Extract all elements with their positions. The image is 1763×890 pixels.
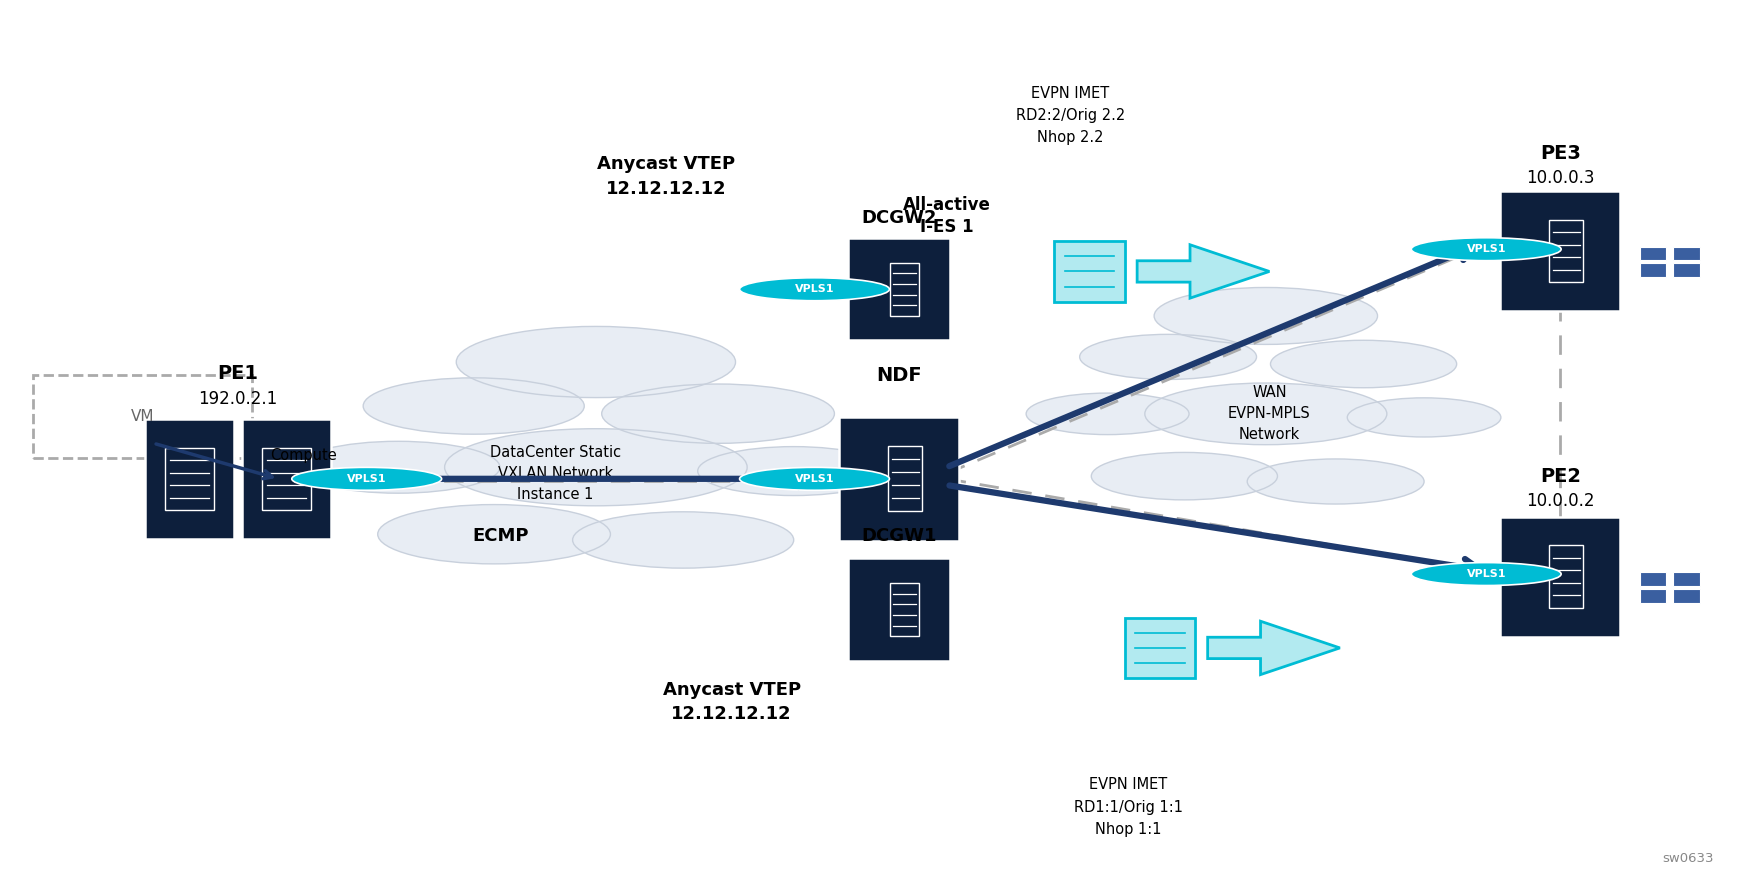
Ellipse shape	[1155, 287, 1377, 344]
FancyBboxPatch shape	[1673, 263, 1700, 277]
FancyBboxPatch shape	[1640, 572, 1666, 586]
Ellipse shape	[1026, 393, 1188, 434]
Text: EVPN IMET: EVPN IMET	[1090, 778, 1167, 792]
Text: VPLS1: VPLS1	[795, 284, 834, 295]
Text: 12.12.12.12: 12.12.12.12	[606, 180, 726, 198]
Text: RD1:1/Orig 1:1: RD1:1/Orig 1:1	[1074, 800, 1183, 814]
FancyBboxPatch shape	[1125, 618, 1195, 678]
Text: VM: VM	[130, 409, 155, 424]
Text: DCGW1: DCGW1	[862, 527, 936, 545]
FancyBboxPatch shape	[242, 418, 330, 538]
Text: Anycast VTEP: Anycast VTEP	[663, 681, 800, 699]
Polygon shape	[1137, 245, 1269, 298]
FancyBboxPatch shape	[1640, 263, 1666, 277]
Text: VPLS1: VPLS1	[1467, 569, 1506, 579]
Ellipse shape	[1144, 383, 1387, 445]
Ellipse shape	[444, 429, 748, 506]
FancyBboxPatch shape	[1054, 241, 1125, 302]
Text: EVPN IMET: EVPN IMET	[1031, 86, 1109, 101]
FancyBboxPatch shape	[1673, 589, 1700, 603]
Text: Compute: Compute	[270, 449, 337, 463]
Text: DCGW2: DCGW2	[862, 209, 936, 227]
Ellipse shape	[1271, 340, 1456, 388]
FancyBboxPatch shape	[1673, 247, 1700, 260]
FancyBboxPatch shape	[1640, 589, 1666, 603]
Ellipse shape	[1410, 562, 1562, 586]
Text: sw0633: sw0633	[1663, 852, 1714, 865]
Text: Anycast VTEP: Anycast VTEP	[598, 155, 735, 173]
Text: VPLS1: VPLS1	[795, 473, 834, 484]
FancyBboxPatch shape	[848, 559, 950, 660]
Ellipse shape	[291, 467, 441, 490]
Ellipse shape	[1347, 398, 1500, 437]
FancyBboxPatch shape	[848, 238, 950, 341]
Ellipse shape	[573, 512, 793, 568]
Text: ECMP: ECMP	[472, 527, 529, 545]
Ellipse shape	[296, 441, 501, 493]
Polygon shape	[1208, 621, 1340, 675]
Text: DataCenter Static
VXLAN Network
Instance 1: DataCenter Static VXLAN Network Instance…	[490, 445, 621, 502]
Text: VPLS1: VPLS1	[1467, 244, 1506, 255]
Text: VPLS1: VPLS1	[347, 473, 386, 484]
Ellipse shape	[740, 467, 890, 490]
Ellipse shape	[1246, 459, 1425, 504]
Text: 12.12.12.12: 12.12.12.12	[672, 705, 792, 723]
Ellipse shape	[377, 505, 610, 564]
Text: 192.0.2.1: 192.0.2.1	[199, 390, 277, 408]
Ellipse shape	[1079, 335, 1257, 379]
Text: WAN
EVPN-MPLS
Network: WAN EVPN-MPLS Network	[1229, 385, 1310, 442]
Ellipse shape	[601, 384, 834, 443]
Ellipse shape	[457, 327, 735, 398]
Text: I-ES 1: I-ES 1	[920, 218, 973, 236]
FancyBboxPatch shape	[839, 417, 959, 541]
Text: All-active: All-active	[903, 196, 991, 214]
FancyBboxPatch shape	[1500, 191, 1620, 312]
Text: PE1: PE1	[217, 364, 259, 384]
Text: PE2: PE2	[1539, 466, 1581, 486]
Ellipse shape	[1410, 238, 1562, 261]
Ellipse shape	[1091, 452, 1278, 500]
FancyBboxPatch shape	[1500, 516, 1620, 637]
FancyBboxPatch shape	[1673, 572, 1700, 586]
Text: 10.0.0.3: 10.0.0.3	[1527, 169, 1594, 187]
FancyBboxPatch shape	[1640, 247, 1666, 260]
Text: Nhop 2.2: Nhop 2.2	[1037, 131, 1104, 145]
Text: Nhop 1:1: Nhop 1:1	[1095, 822, 1162, 837]
Ellipse shape	[363, 378, 584, 434]
Ellipse shape	[698, 447, 890, 496]
Text: PE3: PE3	[1539, 143, 1581, 163]
Text: RD2:2/Orig 2.2: RD2:2/Orig 2.2	[1015, 109, 1125, 123]
Text: 10.0.0.2: 10.0.0.2	[1527, 492, 1594, 510]
FancyBboxPatch shape	[145, 418, 234, 538]
Text: NDF: NDF	[876, 366, 922, 385]
FancyBboxPatch shape	[33, 375, 252, 458]
Ellipse shape	[740, 278, 890, 301]
